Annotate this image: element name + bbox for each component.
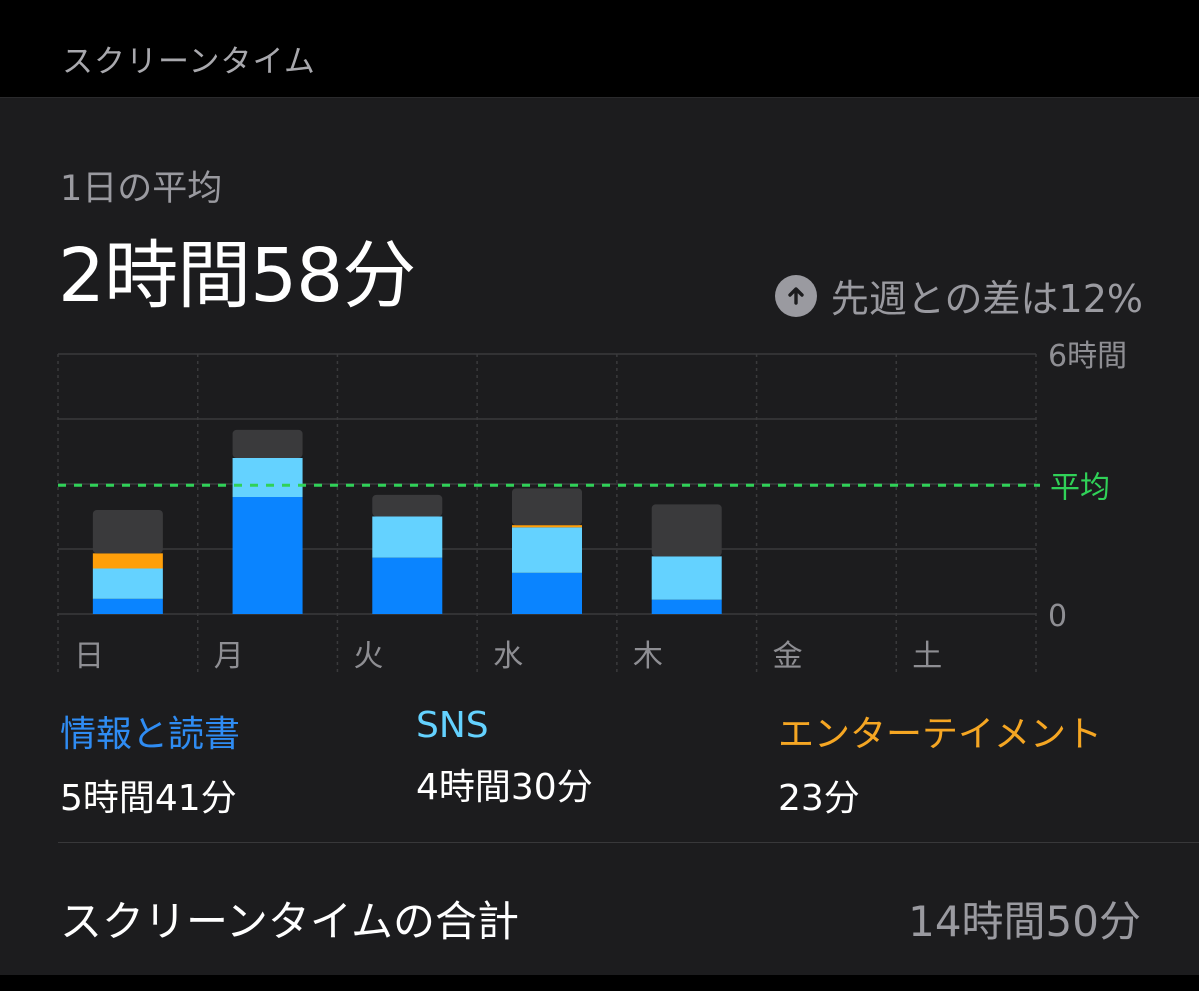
bar-segment xyxy=(512,572,582,614)
total-screen-time-value: 14時間50分 xyxy=(908,897,1141,946)
y-tick-label: 6時間 xyxy=(1048,339,1127,374)
daily-average-label: 1日の平均 xyxy=(60,169,223,209)
legend-sns: SNS 4時間30分 xyxy=(416,705,593,810)
day-label: 火 xyxy=(353,639,383,674)
bar-segment xyxy=(232,497,303,614)
legend-entertainment: エンターテイメント 23分 xyxy=(778,705,1102,821)
bar-segment xyxy=(651,599,722,614)
bar-segment xyxy=(92,598,163,614)
bar-segment xyxy=(372,494,443,517)
bar-segment xyxy=(651,504,722,557)
weekly-change: 先週との差は12% xyxy=(774,268,1143,323)
day-label: 日 xyxy=(74,639,104,674)
section-title: スクリーンタイム xyxy=(62,44,316,80)
y-tick-label: 0 xyxy=(1048,599,1067,634)
legend-category-label: エンターテイメント xyxy=(778,714,1103,755)
day-label: 土 xyxy=(912,639,942,674)
bar-segment xyxy=(92,510,163,554)
legend-info-reading: 情報と読書 5時間41分 xyxy=(60,705,240,821)
arrow-up-circle-icon xyxy=(774,274,817,317)
bar-segment xyxy=(372,516,443,558)
bar-segment xyxy=(512,527,582,573)
legend-category-value: 23分 xyxy=(778,778,860,819)
screen-time-card[interactable]: 1日の平均 2時間58分 先週との差は12% 日 月 火 水 木 金 土 平均 6時間 0 情報と… xyxy=(0,97,1199,976)
section-header: スクリーンタイム xyxy=(0,0,1199,97)
legend-category-value: 5時間41分 xyxy=(60,778,237,819)
bar-segment xyxy=(232,458,303,497)
bottom-bar xyxy=(0,975,1199,991)
daily-average-value: 2時間58分 xyxy=(58,233,416,319)
day-label: 水 xyxy=(493,639,523,674)
legend-category-label: 情報と読書 xyxy=(60,714,241,755)
average-label: 平均 xyxy=(1050,470,1110,505)
bar-segment xyxy=(372,557,443,614)
divider xyxy=(58,842,1199,843)
day-label: 木 xyxy=(633,639,663,674)
day-label: 月 xyxy=(214,639,244,674)
total-screen-time-label[interactable]: スクリーンタイムの合計 xyxy=(60,897,520,946)
bar-segment xyxy=(92,568,163,599)
weekly-change-text: 先週との差は12% xyxy=(830,277,1143,321)
bar-segment xyxy=(92,553,163,569)
bar-segment xyxy=(232,429,303,458)
bar-segment xyxy=(512,488,582,526)
day-label: 金 xyxy=(773,639,803,674)
usage-bar-chart[interactable]: 日 月 火 水 木 金 土 平均 6時間 0 xyxy=(0,98,1199,698)
bar-segment xyxy=(512,525,582,528)
legend-category-value: 4時間30分 xyxy=(416,767,593,808)
legend-category-label: SNS xyxy=(416,705,489,746)
bar-segment xyxy=(651,556,722,600)
